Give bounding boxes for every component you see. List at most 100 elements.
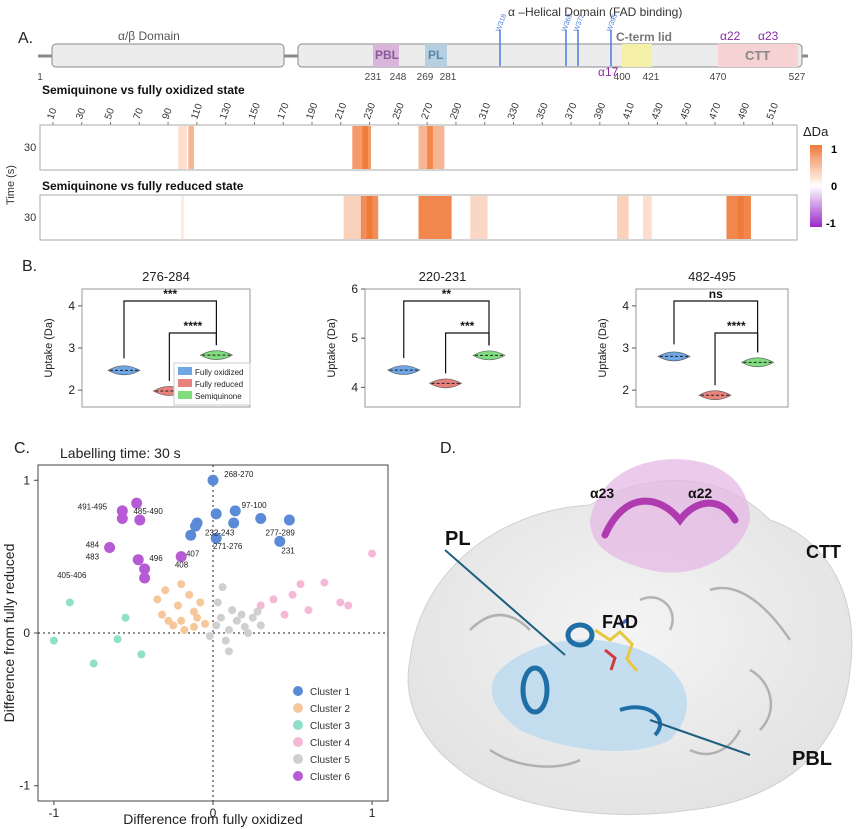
ctt-helix-surface [590,459,750,573]
scatter-point [164,616,173,625]
pos-label: 1 [37,72,43,83]
sig-bracket-bottom [714,332,759,386]
scatter-point [177,616,186,625]
helical-domain-box [297,43,803,68]
point-annotation: 408 [175,560,189,569]
heat2-title: Semiquinone vs fully reduced state [42,179,244,193]
violin-ytick-label: 4 [622,299,629,313]
scatter-point [212,621,221,630]
scatter-point [189,622,198,631]
legend-marker [293,686,303,696]
legend-marker [293,771,303,781]
residue-tick-label: 230 [362,101,378,121]
time-value: 30 [24,142,36,154]
sig-label-bottom: **** [184,319,203,333]
x-tick-label: -1 [49,806,60,820]
scatter-point [193,613,202,622]
residue-tick-label: 410 [621,101,637,121]
legend-entry: Semiquinone [195,392,242,401]
residue-tick-label: 390 [592,101,608,121]
pbl-leader-line [649,719,751,756]
scatter-chart: Labelling time: 30 s -1 0 1 -1 0 1 Difference f… [1,445,389,827]
residue-tick-label: 310 [477,101,493,121]
scatter-point [269,595,278,604]
scatter-point [137,650,146,659]
heat1-title: Semiquinone vs fully oxidized state [42,83,245,97]
sig-label-top: ns [709,287,723,301]
scatter-point [121,613,130,622]
scatter-point [180,625,189,634]
scatter-point [131,497,143,509]
a17-label: α17 [598,65,619,79]
residue-tick-label: 290 [448,101,464,121]
pl-helix [565,622,595,648]
panel-c-letter: C. [14,440,30,457]
scatter-point [218,583,227,592]
violin-shape [657,351,691,362]
point-annotation: 496 [149,554,163,563]
x-axis-label: Difference from fully oxidized [123,811,302,827]
pos-label: 527 [789,72,806,83]
violin-shape [472,350,506,361]
residue-tick-label: 450 [679,101,695,121]
scatter-point [65,598,74,607]
violin-ytick-label: 5 [351,331,358,345]
residue-tick-label: 370 [564,101,580,121]
point-annotation: 232-243 [205,528,235,537]
scatter-point [177,580,186,589]
violin-ytick-label: 6 [351,282,358,296]
scatter-point [116,505,128,517]
legend-entry: Cluster 3 [310,721,350,732]
y-tick-label: 0 [23,626,30,640]
scatter-point [228,517,240,529]
trp-label: W318 [495,13,508,33]
fad-ligand [594,617,639,672]
pos-label: 400 [614,72,631,83]
scatter-point [256,621,265,630]
residue-tick-label: 170 [276,101,292,121]
residue-tick-label: 110 [189,102,205,121]
violin-shape [107,365,141,376]
violin-ytick-label: 4 [351,380,358,394]
heat-stripe [362,126,369,169]
legend-entry: Fully oxidized [195,368,243,377]
scatter-point [134,514,146,526]
residue-tick-label: 10 [45,106,59,121]
pos-label: 421 [643,72,660,83]
legend-marker [293,754,303,764]
pos-label: 269 [417,72,434,83]
violin-title: 276-284 [142,269,190,284]
point-annotation: 407 [186,550,200,559]
heat-stripe [188,126,194,169]
violin-ylabel: Uptake (Da) [597,318,609,377]
time-value: 30 [24,212,36,224]
scatter-point [190,520,201,532]
sig-label-top: ** [442,287,452,301]
scatter-point [185,590,194,599]
scatter-point [113,635,122,644]
panel-a-letter: A. [18,30,34,47]
panel-b-letter: B. [22,258,38,275]
scatter-point [320,578,329,587]
scatter-point [237,610,246,619]
scatter-point [175,551,187,563]
legend-entry: Cluster 2 [310,704,350,715]
a22-struct-label: α22 [688,485,712,501]
residue-tick-label: 130 [218,101,234,121]
scatter-point [139,563,151,575]
chart-title: Labelling time: 30 s [60,445,181,461]
protein-structure-figure: α23 α22 PL CTT FAD PBL [407,459,853,815]
pos-label: 231 [365,72,382,83]
sig-bracket-bottom [445,332,490,374]
scatter-point [228,606,237,615]
legend-entry: Cluster 6 [310,772,350,783]
scatter-point [336,598,345,607]
residue-tick-label: 90 [161,106,175,121]
scatter-point [248,613,257,622]
legend-marker [293,720,303,730]
legend-tick: 0 [831,181,837,193]
pl-struct-label: PL [445,528,471,550]
scatter-point [139,572,151,584]
violin-ylabel: Uptake (Da) [43,318,55,377]
